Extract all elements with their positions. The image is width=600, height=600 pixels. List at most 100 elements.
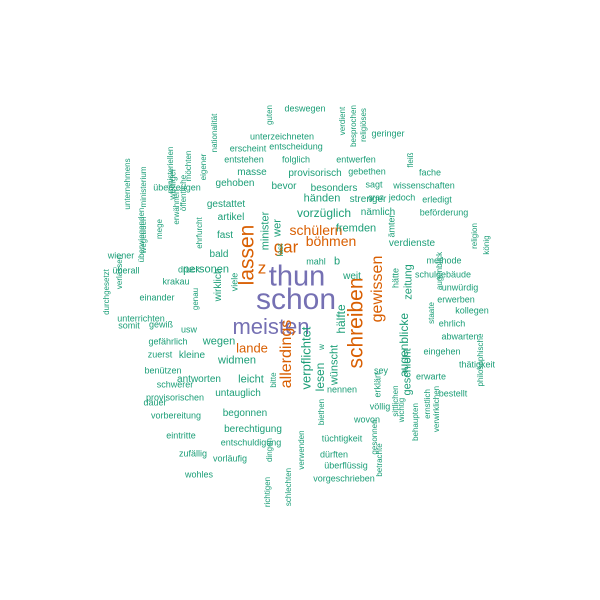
word-19: personen [183,263,229,276]
word-136: verwirklichen [432,385,441,433]
word-100: wiener [107,250,135,261]
word-67: abwarten [441,331,479,342]
word-45: nämlich [360,207,396,218]
word-7: allerdings [278,319,295,389]
word-93: usw [180,324,198,335]
word-53: deswegen [284,103,326,114]
word-16: händen [303,192,341,205]
word-135: ernstlich [423,389,432,419]
word-122: verlassen [115,254,124,290]
word-0: schon [255,283,337,316]
word-128: fleiß [406,152,415,168]
word-146: dingen [265,437,274,463]
word-106: hätte [390,267,401,289]
word-129: ämter [386,214,397,238]
word-134: philosophische [476,333,485,387]
word-26: zeitung [402,264,415,300]
word-149: last [276,243,285,257]
word-116: ehrfurcht [195,217,204,249]
word-73: wovon [353,414,381,425]
word-101: überzeugen [153,182,201,193]
word-38: antworten [177,374,221,385]
word-65: kollegen [455,305,489,316]
word-145: richtigen [263,476,272,508]
word-112: eigener [199,153,208,181]
word-66: ehrlich [438,318,466,329]
word-49: entscheidung [269,141,323,152]
word-41: berechtigung [224,424,282,435]
word-90: dauer [143,397,167,408]
word-44: strenger [349,194,387,205]
word-22: wegen [202,335,236,348]
word-8: gewissen [369,255,386,323]
word-147: bitte [269,372,278,388]
word-89: zuerst [147,349,173,360]
word-24: lesen [313,362,327,392]
word-126: besprochen [349,105,358,147]
word-5: gar [273,237,299,257]
word-46: gebethen [348,166,386,177]
word-40: begonnen [222,408,268,419]
word-68: eingehen [423,346,461,357]
word-115: erwähnen [172,189,181,225]
word-92: gefährlich [148,336,188,347]
word-148: wer [271,219,284,237]
word-57: fache [418,167,442,178]
word-91: unterrichten [117,313,165,324]
word-25: wünscht [328,344,341,386]
word-114: öffentliche [179,174,188,212]
word-21: leicht [238,373,264,386]
word-104: b [333,255,341,268]
word-17: fremden [335,222,377,235]
word-13: hälfte [334,304,348,334]
word-113: nationalität [210,113,219,153]
word-11: lande [236,340,268,356]
word-150: w [317,344,326,350]
word-35: fast [216,230,234,241]
word-119: mege [155,218,164,240]
word-75: nennen [326,384,358,395]
word-80: entschuldigung [220,437,282,448]
word-117: genau [191,287,200,311]
word-56: wissenschaften [393,180,455,191]
word-139: sittlichen [391,385,400,417]
word-79: vorgeschrieben [313,473,375,484]
word-20: widmen [218,354,256,367]
word-33: bevor [271,181,297,192]
word-127: religiöses [359,108,368,142]
word-96: einander [139,292,175,303]
word-81: vorläufig [212,453,248,464]
word-12: verpflichtet [298,326,314,390]
word-34: bald [209,249,229,260]
word-9: böhmen [305,233,357,249]
word-95: gewiß [148,319,174,330]
word-3: schreiben [344,277,368,369]
word-78: überflüssig [324,460,368,471]
word-76: erklärt [372,372,383,398]
word-47: folglich [281,154,311,165]
word-108: unternehmens [123,158,132,210]
word-31: besonders [310,183,358,194]
word-30: provisorisch [288,168,342,179]
word-10: schülern [289,222,343,238]
word-141: gesonnen [370,419,379,455]
word-94: somit [118,320,140,331]
word-27: geschieht [401,348,414,396]
word-59: beförderung [419,207,469,218]
word-71: bestellt [438,388,468,399]
word-51: unterzeichneten [249,131,315,142]
word-142: biethen [317,398,326,426]
word-107: graz [368,193,384,202]
word-109: ministerium [139,166,148,208]
word-84: eintritte [166,430,196,441]
word-1: thun [268,260,326,293]
word-121: überwiegenden [137,207,146,263]
word-88: benützen [144,365,182,376]
word-87: schwerer [156,379,194,390]
word-72: völlig [369,401,391,412]
word-64: erwerben [437,294,475,305]
word-132: könig [482,235,491,255]
word-37: weit [343,271,361,282]
word-63: unwürdig [441,282,479,293]
word-29: masse [237,167,267,178]
